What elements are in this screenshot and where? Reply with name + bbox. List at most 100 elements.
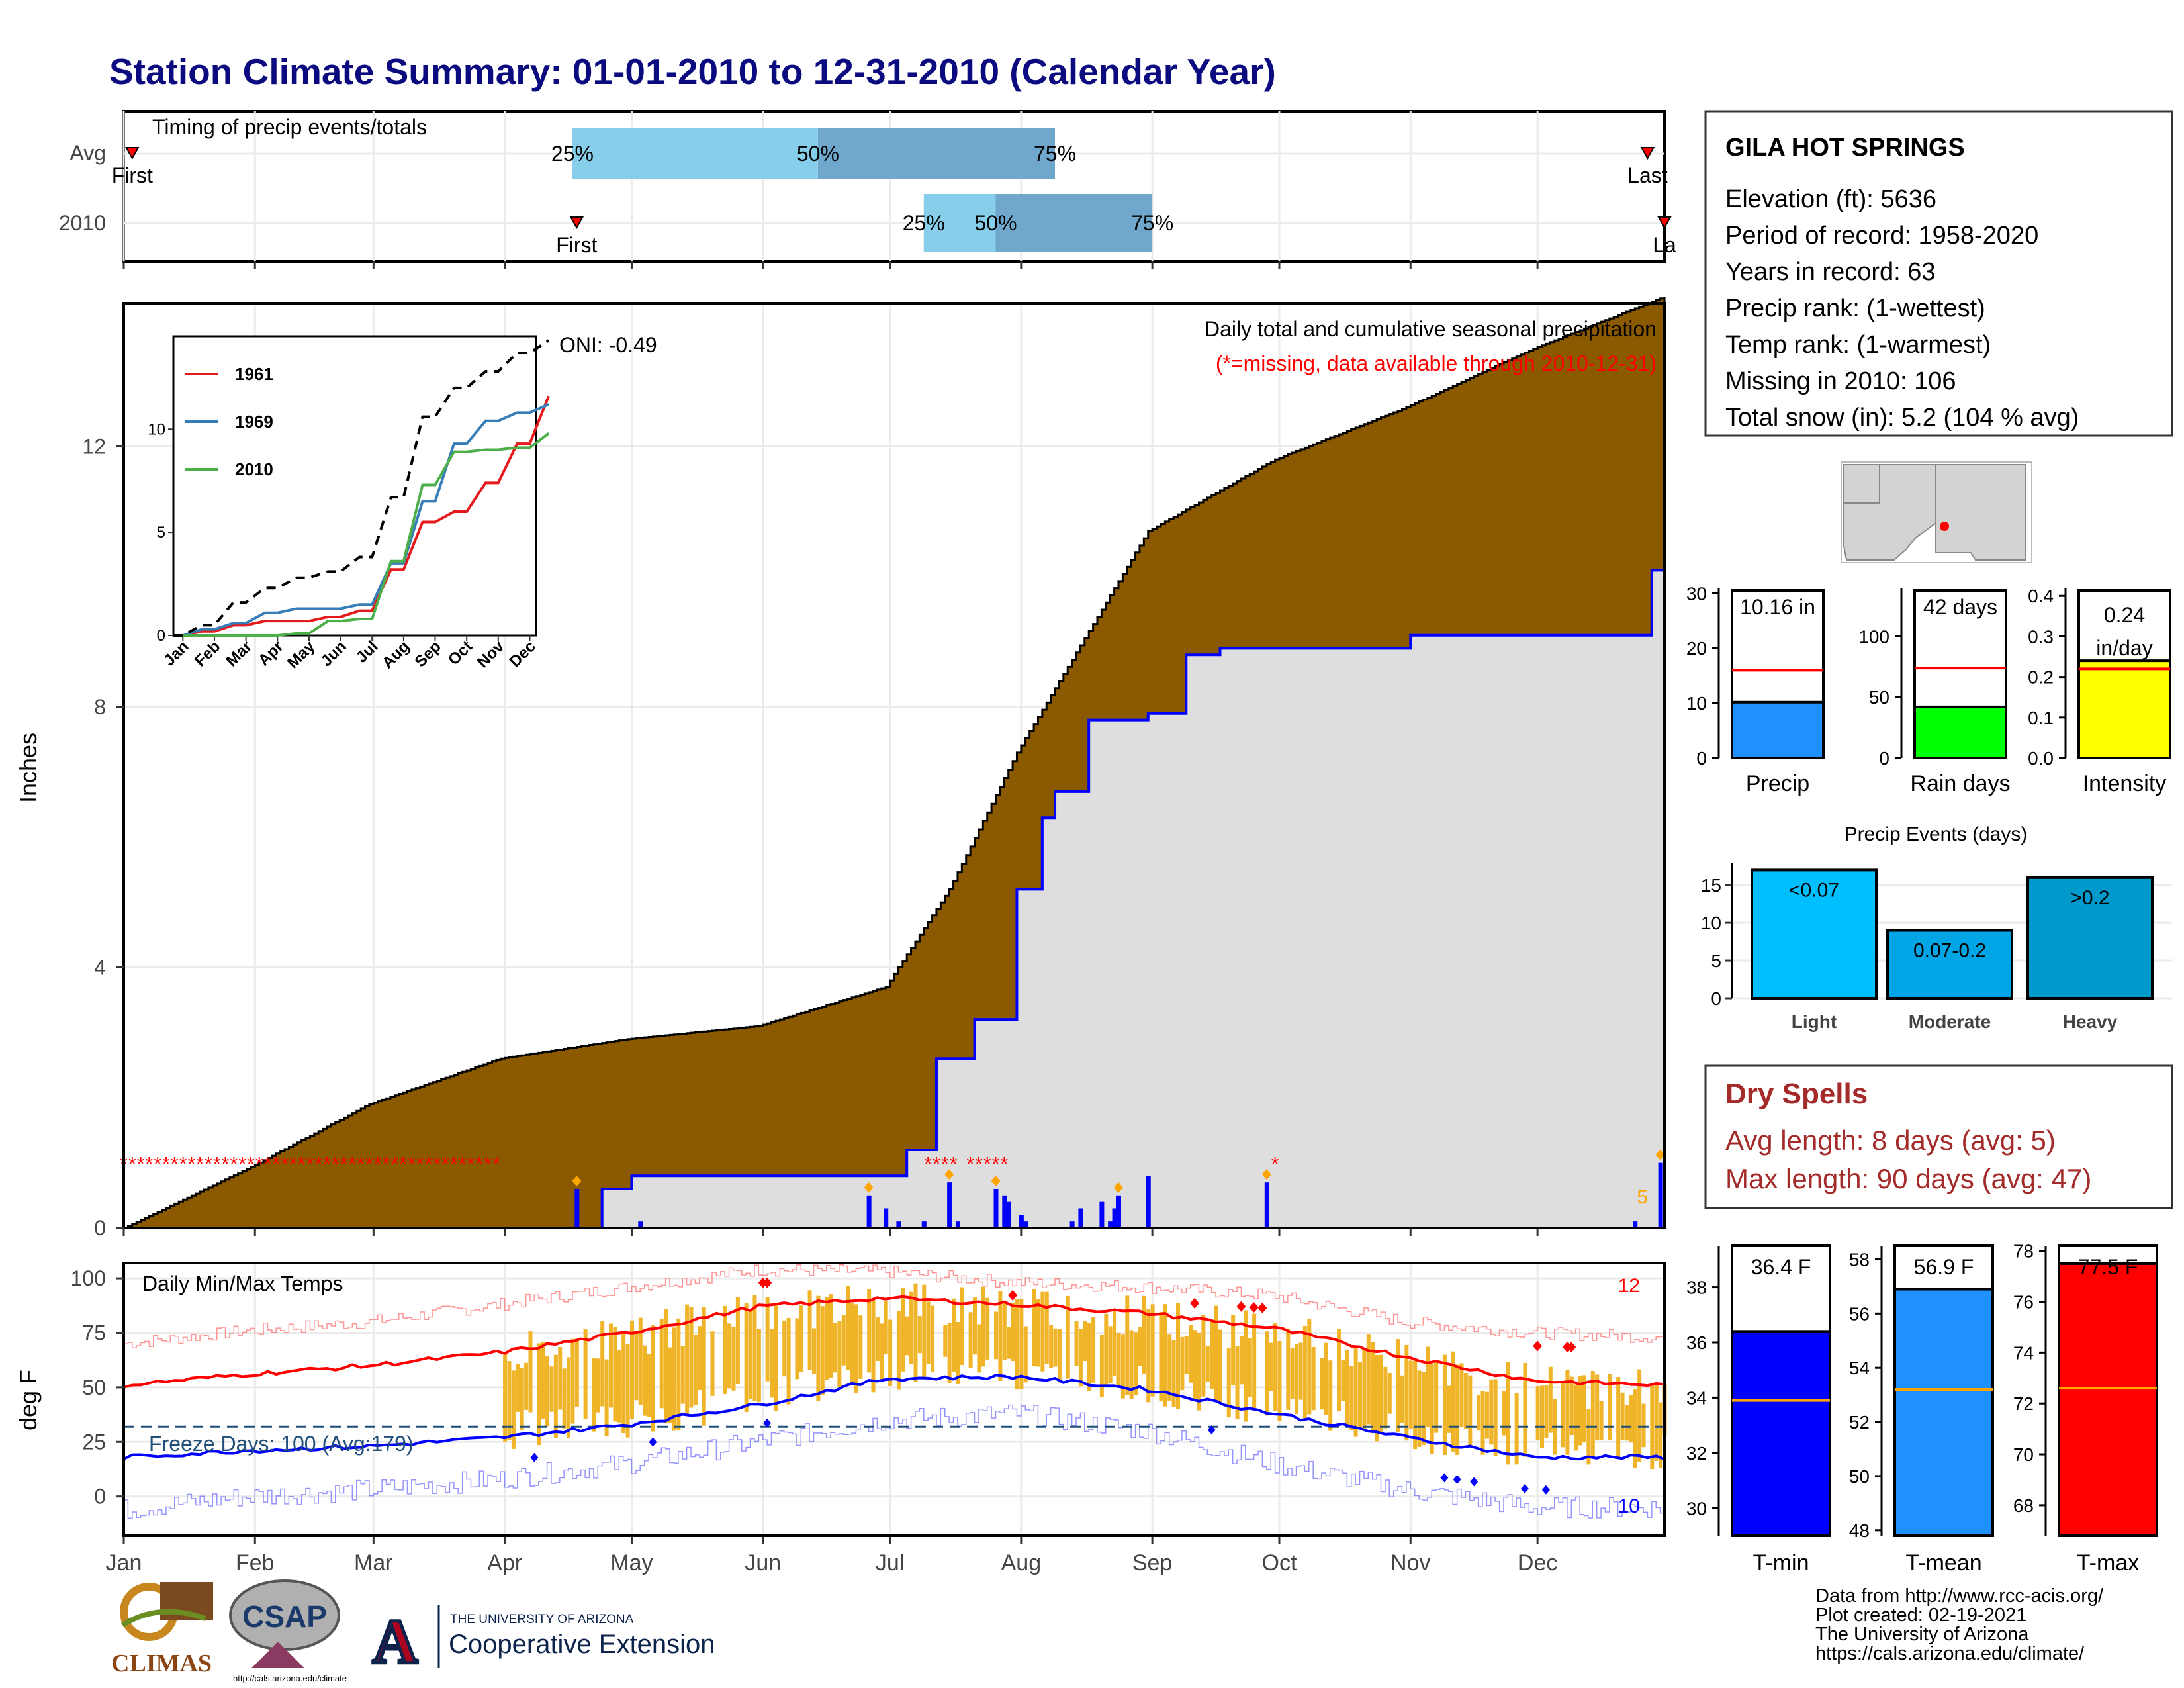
daily-temp-bar	[528, 1331, 533, 1413]
timing-row-avg: Avg	[69, 141, 106, 165]
footer-line-1: Data from http://www.rcc-acis.org/	[1815, 1585, 2104, 1607]
daily-temp-bar	[850, 1303, 854, 1385]
daily-temp-bar	[943, 1325, 948, 1357]
seasonal-temperature-bars: 30 32 34 36 38 36.4 F T-min 48 50 52 54 56 58 56.9 F T…	[1686, 1241, 2158, 1575]
daily-temp-bar	[1345, 1349, 1349, 1427]
missing-marker: *	[162, 1154, 170, 1176]
ua-small-text: THE UNIVERSITY OF ARIZONA	[450, 1613, 634, 1626]
season-tick-label: 0	[1879, 748, 1889, 769]
daily-temp-bar	[1451, 1351, 1455, 1452]
daily-temp-bar	[1455, 1364, 1460, 1455]
daily-temp-bar	[1595, 1374, 1600, 1441]
daily-temp-bar	[1252, 1313, 1257, 1411]
daily-temp-bar	[993, 1311, 998, 1360]
month-label-Jan: Jan	[106, 1550, 142, 1575]
timing-bars: 25% 50% 75% First Last 25% 50% 75% First La	[112, 128, 1676, 257]
timing-row-2010: 2010	[59, 211, 106, 235]
month-label-Dec: Dec	[1518, 1550, 1557, 1575]
missing-marker: *	[196, 1154, 204, 1176]
daily-temp-bar	[833, 1323, 837, 1373]
daily-temp-bar	[643, 1345, 647, 1416]
temp-y-tick-label: 100	[71, 1266, 106, 1290]
daily-temp-bar	[917, 1316, 922, 1354]
max-precip-label: 5	[1637, 1186, 1648, 1208]
missing-marker: *	[390, 1154, 398, 1176]
daily-temp-bar	[837, 1321, 842, 1387]
season-tick-label: 0.3	[2028, 626, 2054, 647]
daily-temp-bar	[1341, 1360, 1345, 1401]
month-label-Apr: Apr	[487, 1550, 522, 1575]
daily-temp-bar	[1417, 1370, 1422, 1447]
oni-label: ONI: -0.49	[559, 333, 657, 357]
daily-temp-bar	[600, 1321, 605, 1407]
dry-spells-title: Dry Spells	[1725, 1078, 1868, 1110]
daily-temp-bar	[1015, 1299, 1019, 1390]
events-bar-label: 0.07-0.2	[1913, 940, 1986, 962]
daily-temp-bar	[570, 1338, 575, 1424]
temp-season-value-label: 77.5 F	[2078, 1255, 2138, 1279]
season-bar-label: Rain days	[1910, 771, 2010, 796]
missing-marker: *	[154, 1154, 161, 1176]
daily-temp-bar	[858, 1315, 863, 1379]
obs-cumulative-area	[124, 566, 1666, 1229]
daily-precip-bar	[896, 1221, 901, 1228]
daily-temp-bar	[1480, 1391, 1485, 1455]
daily-temp-bar	[583, 1329, 588, 1419]
daily-temp-bar	[1108, 1326, 1113, 1383]
daily-temp-bar	[629, 1320, 634, 1419]
daily-temp-bar	[1616, 1376, 1621, 1458]
daily-precip-bar	[1658, 1162, 1663, 1228]
daily-precip-bar	[638, 1221, 643, 1228]
missing-marker: *	[441, 1154, 449, 1176]
missing-marker: *	[416, 1154, 424, 1176]
daily-temp-bar	[905, 1316, 909, 1356]
temp-season-bar-T-max	[2058, 1262, 2158, 1538]
inset-y-tick-label: 5	[157, 524, 165, 541]
missing-marker: *	[425, 1154, 433, 1176]
missing-marker: *	[983, 1154, 991, 1176]
precip-y-tick-label: 0	[94, 1216, 106, 1240]
timing-last-marker-2010	[1657, 216, 1672, 230]
temp-season-tick-label: 36	[1686, 1333, 1707, 1353]
timing-last-label-avg: Last	[1627, 164, 1668, 187]
missing-marker: *	[383, 1154, 390, 1176]
temp-frame	[122, 1262, 1666, 1537]
timing-first-label-2010: First	[556, 233, 597, 257]
daily-temp-bar	[1057, 1329, 1062, 1383]
temp-season-tick-label: 50	[1849, 1466, 1870, 1487]
temp-season-tick-label: 68	[2013, 1495, 2034, 1516]
temp-season-bar-T-min	[1731, 1330, 1831, 1538]
daily-temp-bar	[1502, 1391, 1506, 1436]
precip-events-plot: 0 5 10 15 <0.07 Light 0.07-0.2 Moderate >0.2 Heav…	[1701, 863, 2172, 1032]
temp-season-tick-label: 78	[2013, 1241, 2034, 1262]
daily-temp-bar	[511, 1370, 516, 1449]
daily-temp-bar	[1620, 1392, 1625, 1440]
daily-temp-bar	[1307, 1319, 1312, 1415]
inset-legend-label: 2010	[235, 459, 273, 479]
daily-temp-bar	[668, 1347, 672, 1423]
precip-y-tick-label: 12	[82, 434, 106, 458]
month-label-Feb: Feb	[236, 1550, 275, 1575]
inset-legend-label: 1969	[235, 412, 273, 432]
temp-season-label: T-min	[1753, 1550, 1809, 1575]
temp-season-tick-label: 30	[1686, 1498, 1707, 1519]
missing-marker: *	[408, 1154, 416, 1176]
temp-season-tick-label: 70	[2013, 1444, 2034, 1465]
timing-q75-label-avg: 75%	[1034, 142, 1076, 165]
csap-logo: CSAP http://cals.arizona.edu/climate	[229, 1579, 347, 1683]
season-tick-label: 10	[1686, 693, 1707, 714]
missing-marker: *	[306, 1154, 314, 1176]
daily-temp-bar	[774, 1305, 778, 1411]
missing-marker: *	[1000, 1154, 1008, 1176]
daily-temp-bar	[1659, 1402, 1663, 1468]
daily-temp-bar	[1265, 1331, 1269, 1416]
precip-events-title: Precip Events (days)	[1844, 823, 2028, 845]
daily-temp-bar	[1569, 1376, 1574, 1436]
missing-marker: *	[374, 1154, 382, 1176]
daily-temp-bar	[1295, 1344, 1299, 1415]
daily-temp-bar	[520, 1368, 524, 1430]
daily-temp-bar	[875, 1317, 880, 1362]
daily-temp-bar	[931, 1305, 935, 1372]
daily-temp-bar	[1193, 1330, 1197, 1401]
map-new-mexico	[1935, 464, 2026, 561]
